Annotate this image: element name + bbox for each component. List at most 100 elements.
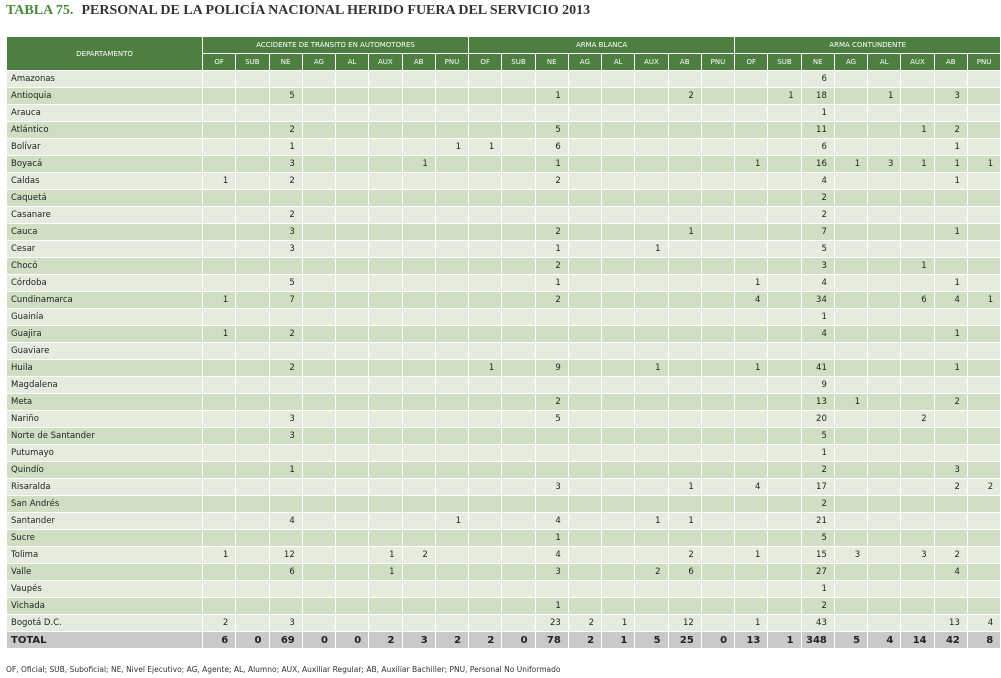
cell: 1 (734, 546, 769, 564)
cell (667, 376, 702, 394)
table-row: Arauca 1 (6, 104, 1001, 122)
table-row: Antioquia 5 1 2 1 18 1 3 (6, 87, 1001, 105)
cell (567, 597, 603, 615)
cell (334, 223, 370, 241)
column-header: AG (301, 53, 337, 71)
cell (235, 495, 270, 513)
table-row: Bogotá D.C. 2 3 23 2 1 12 1 43 13 4 (6, 614, 1001, 632)
cell: 2 (800, 189, 835, 207)
cell (567, 223, 603, 241)
cell (767, 121, 802, 139)
cell (900, 427, 935, 445)
cell (201, 223, 237, 241)
cell (334, 206, 370, 224)
cell: 4 (534, 512, 569, 530)
cell: 1 (966, 155, 1001, 173)
cell (833, 478, 869, 496)
cell (966, 359, 1001, 377)
cell (567, 393, 603, 411)
cell (900, 138, 935, 156)
cell (567, 155, 603, 173)
cell (833, 529, 869, 547)
cell (933, 376, 968, 394)
cell (501, 257, 536, 275)
cell (235, 189, 270, 207)
cell (667, 104, 702, 122)
cell (833, 308, 869, 326)
cell (434, 529, 470, 547)
cell (900, 461, 935, 479)
cell: 5 (800, 427, 835, 445)
cell (468, 308, 503, 326)
cell (800, 342, 835, 360)
cell: 16 (800, 155, 835, 173)
cell (501, 342, 536, 360)
cell (434, 376, 470, 394)
cell (235, 546, 270, 564)
cell (734, 257, 769, 275)
column-header: AB (933, 53, 968, 71)
cell (567, 172, 603, 190)
cell (201, 138, 237, 156)
cell (468, 325, 503, 343)
cell (601, 444, 636, 462)
cell (235, 155, 270, 173)
cell (501, 240, 536, 258)
cell: 4 (268, 512, 303, 530)
table-row: Quindío 1 2 3 (6, 461, 1001, 479)
cell (235, 121, 270, 139)
cell (867, 410, 902, 428)
cell (667, 155, 702, 173)
cell (368, 427, 403, 445)
cell (700, 257, 736, 275)
cell (235, 223, 270, 241)
cell: 1 (534, 87, 569, 105)
cell (334, 104, 370, 122)
cell (468, 172, 503, 190)
cell (501, 546, 536, 564)
row-label: Bogotá D.C. (6, 614, 203, 632)
row-label: Santander (6, 512, 203, 530)
cell (700, 223, 736, 241)
table-row: Bolívar 1 1 1 6 6 1 (6, 138, 1001, 156)
cell (867, 478, 902, 496)
cell (501, 393, 536, 411)
cell: 5 (634, 631, 669, 649)
cell: 1 (734, 614, 769, 632)
cell (734, 427, 769, 445)
cell (235, 274, 270, 292)
row-label: Caquetá (6, 189, 203, 207)
cell (201, 121, 237, 139)
cell: 1 (767, 631, 802, 649)
cell (501, 512, 536, 530)
cell (933, 529, 968, 547)
cell (900, 495, 935, 513)
cell (501, 155, 536, 173)
cell: 1 (634, 240, 669, 258)
cell (700, 427, 736, 445)
cell: 4 (734, 478, 769, 496)
cell (567, 206, 603, 224)
cell (900, 325, 935, 343)
cell (601, 461, 636, 479)
cell (301, 563, 337, 581)
cell (567, 291, 603, 309)
row-label: Caldas (6, 172, 203, 190)
cell (900, 376, 935, 394)
cell (966, 308, 1001, 326)
cell (900, 529, 935, 547)
cell (468, 512, 503, 530)
row-label: Magdalena (6, 376, 203, 394)
cell: 1 (534, 529, 569, 547)
table-row: Valle 6 1 3 2 6 27 4 (6, 563, 1001, 581)
cell (833, 104, 869, 122)
cell (634, 376, 669, 394)
cell (767, 342, 802, 360)
cell (634, 546, 669, 564)
cell: 2 (900, 410, 935, 428)
cell: 9 (800, 376, 835, 394)
cell (368, 206, 403, 224)
cell (434, 121, 470, 139)
cell (401, 257, 436, 275)
cell (867, 223, 902, 241)
